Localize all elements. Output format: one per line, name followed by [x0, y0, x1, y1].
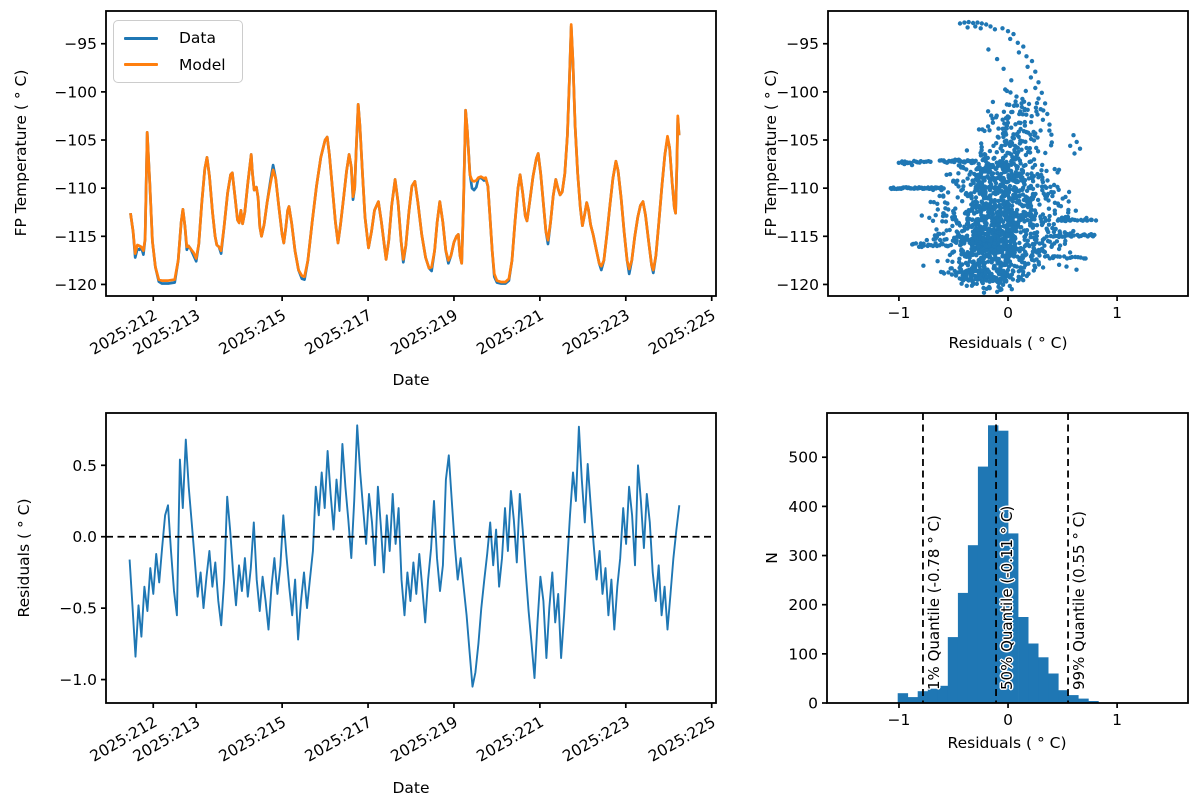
histogram-bar	[957, 592, 969, 703]
histogram-bar	[998, 430, 1009, 703]
y-tick-label: 0	[808, 695, 818, 713]
y-tick-label: −110	[54, 180, 97, 198]
axes-frame	[105, 10, 717, 297]
y-tick-label: −100	[54, 83, 97, 101]
x-tick-label: 2025:217	[302, 713, 375, 766]
histogram-bar	[917, 691, 929, 703]
ax2-ylabel: FP Temperature ( ° C)	[762, 69, 780, 237]
histogram-bars	[897, 425, 1099, 703]
histogram-bar	[897, 693, 909, 703]
x-tick-label: 2025:223	[559, 713, 632, 766]
x-tick-label: 2025:221	[474, 713, 547, 766]
x-tick-label: 2025:219	[388, 713, 461, 766]
quantile-99pct-label: 99% Quantile (0.55 ° C)	[1070, 511, 1088, 690]
histogram-bar	[937, 685, 949, 703]
legend-label-data: Data	[179, 29, 217, 48]
histogram-bar	[1088, 701, 1099, 703]
x-tick-label: 1	[1112, 304, 1122, 322]
y-tick-label: −100	[776, 83, 819, 101]
y-tick-label: −105	[776, 132, 819, 150]
y-tick-label: 100	[788, 645, 818, 663]
y-tick-label: −1.0	[59, 671, 97, 689]
model-line	[129, 23, 681, 284]
histogram-bar	[988, 425, 999, 703]
x-tick-label: 2025:221	[474, 306, 547, 359]
x-tick-label: 2025:219	[388, 306, 461, 359]
histogram-bar	[1068, 695, 1079, 703]
legend-entry-model: Model	[114, 56, 242, 74]
ax4-ylabel: N	[763, 552, 781, 564]
ax1-xlabel: Date	[392, 371, 430, 389]
x-tick-label: 2025:225	[645, 713, 718, 766]
histogram-bar	[977, 466, 989, 703]
y-tick-label: 0.0	[72, 528, 97, 546]
data-line-sample	[124, 36, 158, 40]
ax1-ylabel: FP Temperature ( ° C)	[12, 69, 30, 237]
y-tick-label: −120	[54, 276, 97, 294]
y-tick-label: −115	[776, 228, 819, 246]
x-tick-label: 1	[1112, 711, 1122, 729]
histogram-bar	[967, 545, 979, 703]
y-tick-label: −110	[776, 180, 819, 198]
y-tick-label: 400	[788, 498, 818, 516]
scatter-points	[888, 19, 1099, 295]
x-tick-label: −1	[887, 304, 910, 322]
histogram-bar	[1008, 533, 1019, 703]
x-tick-label: −1	[888, 711, 911, 729]
x-tick-label: 2025:225	[645, 306, 718, 359]
x-tick-label: 2025:215	[216, 713, 289, 766]
y-tick-label: −115	[54, 228, 97, 246]
y-tick-label: 0.5	[72, 457, 97, 475]
axes-frame	[105, 412, 717, 704]
y-tick-label: −105	[54, 132, 97, 150]
ax4-xlabel: Residuals ( ° C)	[947, 734, 1067, 752]
axes-frame	[827, 10, 1189, 297]
axes-frame	[826, 412, 1189, 704]
x-tick-label: 2025:215	[216, 306, 289, 359]
histogram-bar	[927, 688, 939, 703]
y-tick-label: 500	[788, 449, 818, 467]
histogram-bar	[907, 697, 919, 703]
ax3-ylabel: Residuals ( ° C)	[15, 498, 33, 618]
quantile-50pct-label: 50% Quantile (-0.11 ° C)	[998, 505, 1016, 690]
x-tick-label: 0	[1003, 711, 1013, 729]
y-tick-label: −95	[786, 35, 819, 53]
y-tick-label: 200	[788, 596, 818, 614]
histogram-bar	[1038, 657, 1049, 703]
y-tick-label: −95	[64, 35, 97, 53]
histogram-bar	[1058, 690, 1069, 703]
quantile-1pct-label: 1% Quantile (-0.78 ° C)	[925, 515, 943, 690]
legend-entry-data: Data	[114, 29, 242, 47]
ax3-xlabel: Date	[392, 779, 430, 797]
residuals-line	[128, 424, 681, 688]
y-tick-label: −0.5	[59, 600, 97, 618]
y-tick-label: 300	[788, 547, 818, 565]
model-line-sample	[124, 63, 158, 67]
legend: Data Model	[113, 20, 243, 83]
histogram-bar	[1078, 698, 1089, 703]
histogram-bar	[1028, 643, 1039, 703]
ax2-xlabel: Residuals ( ° C)	[948, 334, 1068, 352]
histogram-bar	[1048, 673, 1059, 703]
y-tick-label: −120	[776, 276, 819, 294]
x-tick-label: 2025:217	[302, 306, 375, 359]
x-tick-label: 0	[1003, 304, 1013, 322]
histogram-bar	[947, 637, 959, 703]
legend-label-model: Model	[179, 55, 226, 74]
x-tick-label: 2025:223	[559, 306, 632, 359]
histogram-bar	[1018, 617, 1029, 703]
